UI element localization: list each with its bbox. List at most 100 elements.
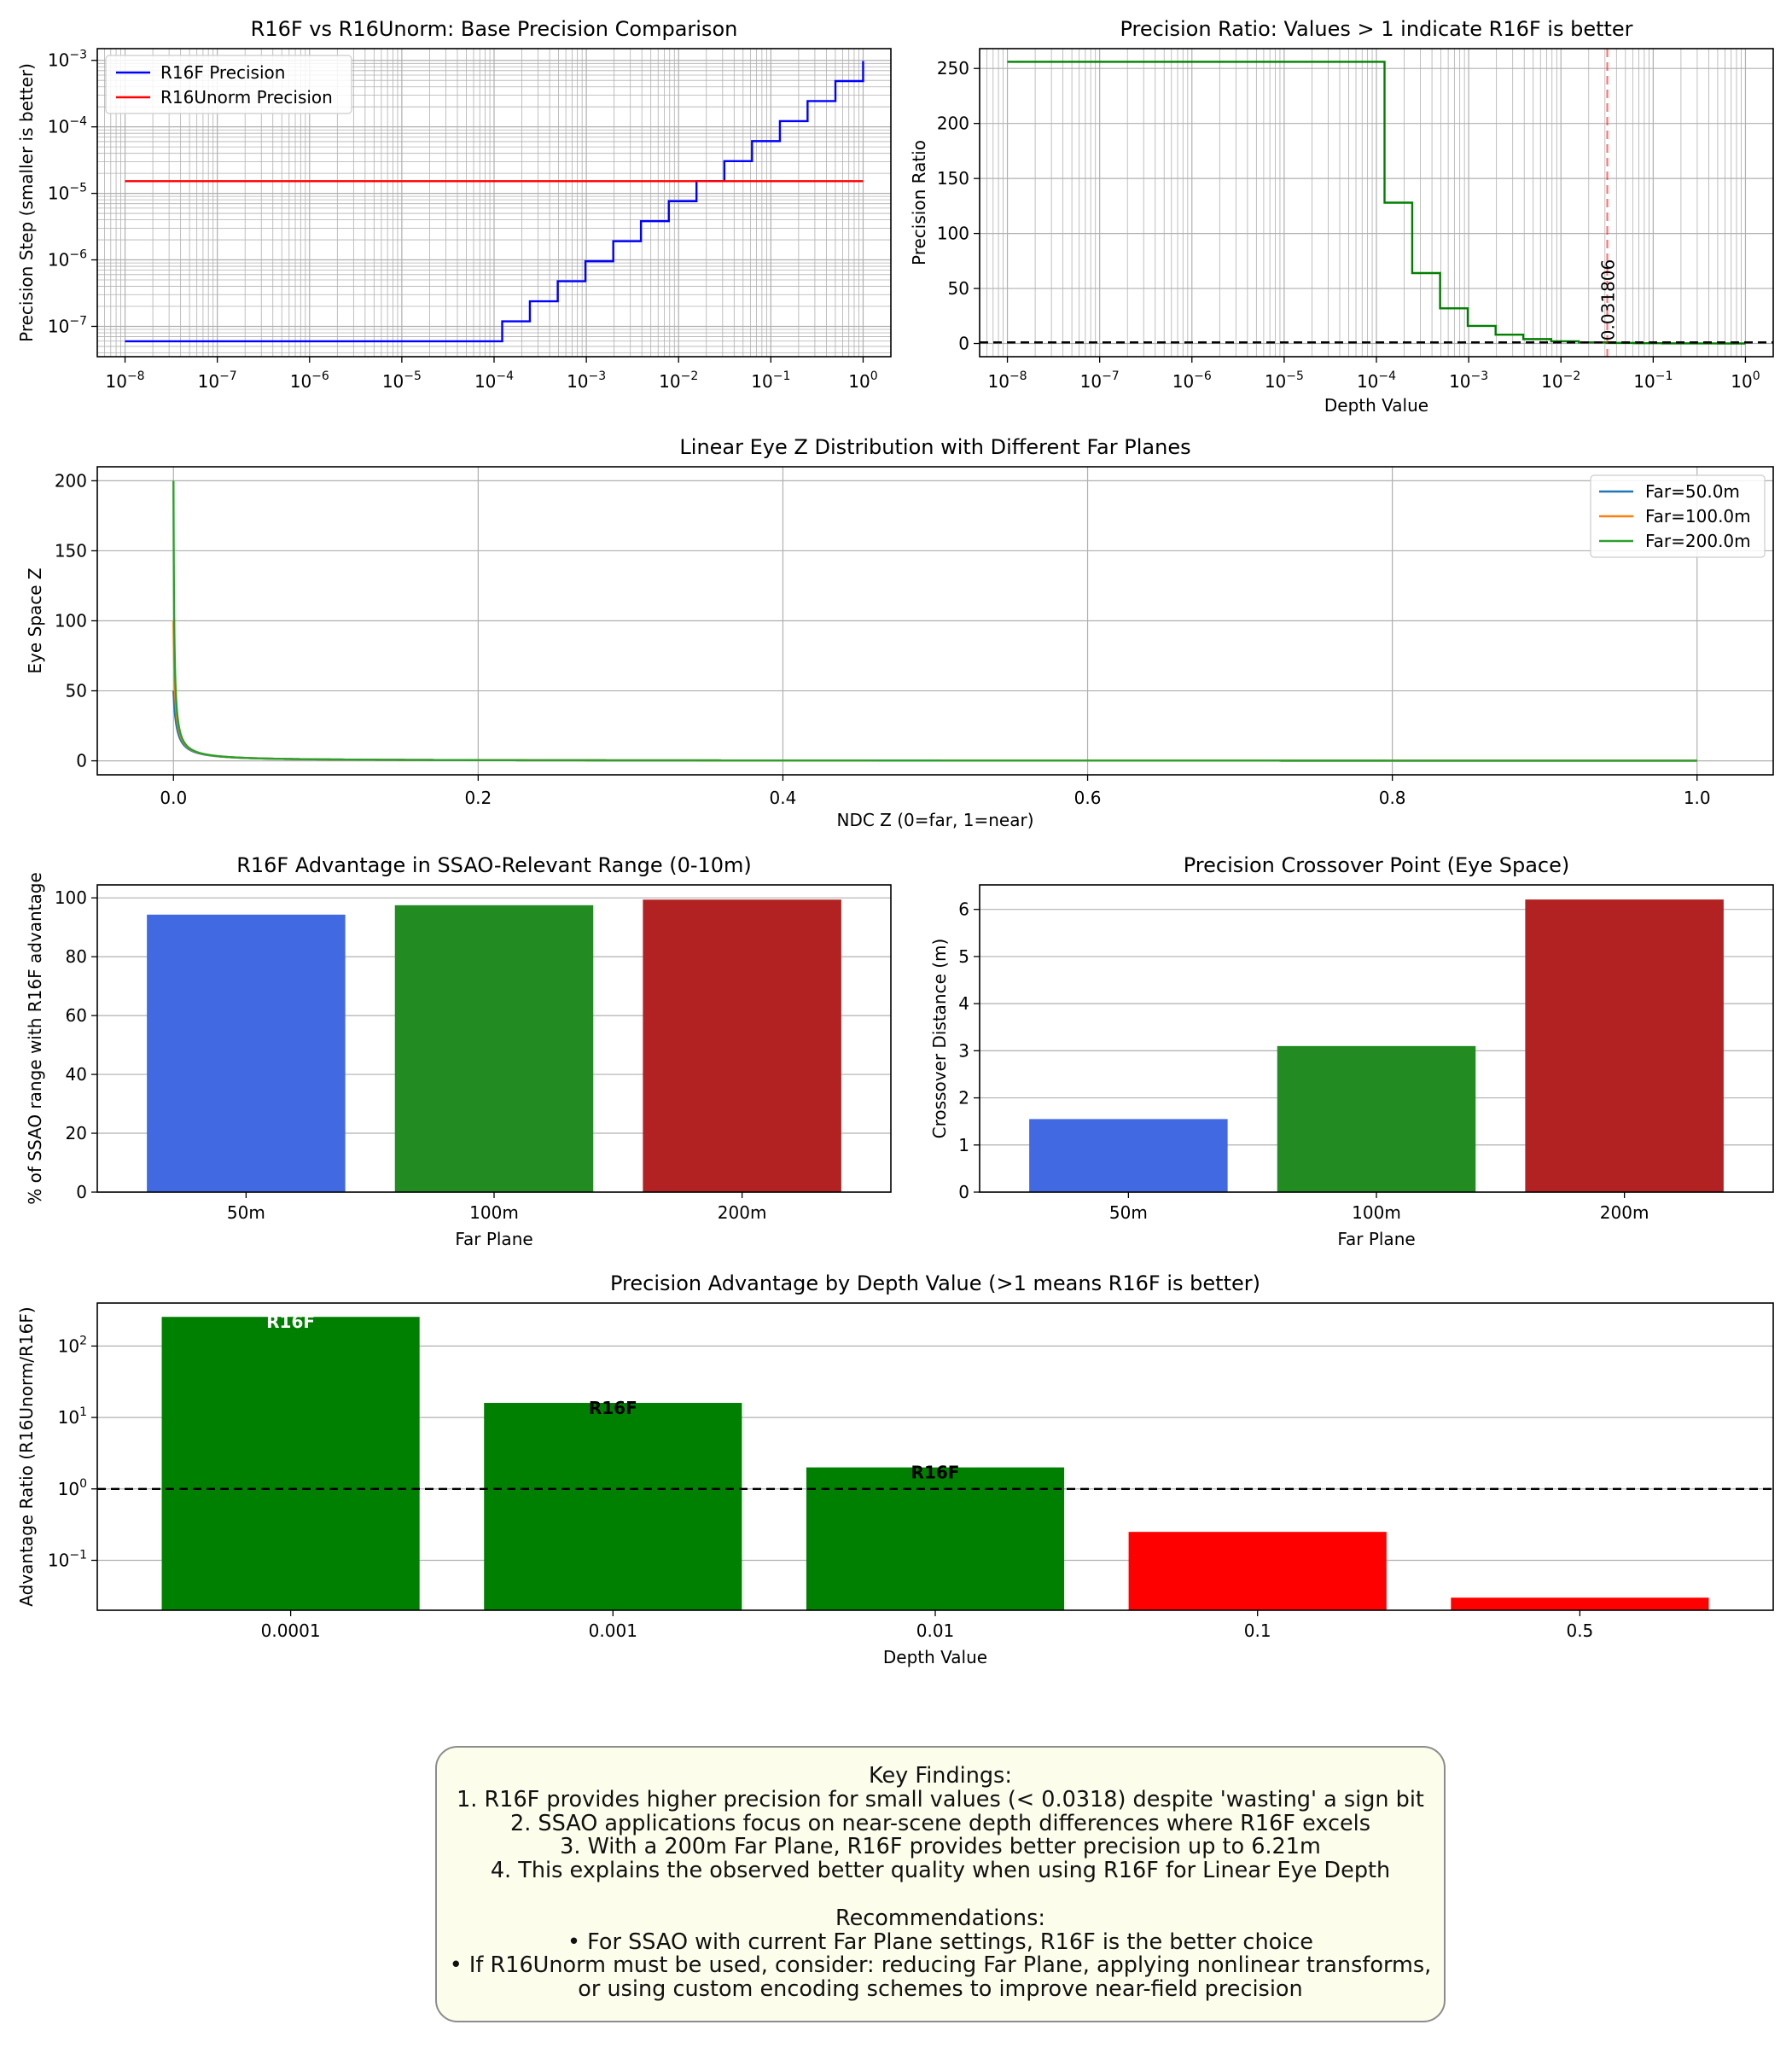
c1-y-axis-label: Precision Step (smaller is better)	[16, 63, 37, 342]
c1-x-tick-label: 10−2	[659, 369, 698, 392]
c5-x-tick-label: 200m	[1600, 1202, 1649, 1223]
c3-x-tick-label: 1.0	[1684, 788, 1711, 808]
c2-x-tick-label: 10−7	[1080, 369, 1120, 392]
c6-y-tick-label: 10−1	[48, 1548, 87, 1570]
c2-y-tick-label: 250	[937, 58, 969, 79]
c1-legend-label: R16F Precision	[160, 62, 285, 83]
c5-bar	[1277, 1045, 1476, 1192]
c1-y-tick-label: 10−6	[48, 248, 87, 271]
c2-y-tick-label: 0	[958, 334, 969, 354]
c6-bar	[1451, 1597, 1709, 1610]
c3-x-tick-label: 0.0	[160, 788, 187, 808]
findings-line: 2. SSAO applications focus on near-scene…	[509, 1810, 1371, 1836]
c3-y-tick-label: 200	[55, 470, 87, 491]
c3-x-tick-label: 0.2	[464, 788, 492, 808]
c2-x-tick-label: 10−4	[1357, 369, 1396, 392]
c4-y-tick-label: 40	[66, 1064, 87, 1085]
c2-y-tick-label: 50	[948, 278, 969, 299]
findings-line: 3. With a 200m Far Plane, R16F provides …	[560, 1834, 1321, 1860]
c1-series-r16f-line	[125, 61, 864, 343]
c2-x-tick-label: 100	[1731, 369, 1760, 392]
c4-bar	[147, 914, 346, 1192]
c2-x-axis-label: Depth Value	[1324, 395, 1428, 416]
c4-y-tick-label: 0	[76, 1182, 87, 1202]
c3-legend-label: Far=200.0m	[1645, 531, 1751, 551]
c1-y-tick-label: 10−5	[48, 182, 87, 204]
c6-y-tick-label: 100	[58, 1477, 87, 1499]
c6-x-tick-label: 0.001	[589, 1620, 637, 1641]
c2-x-tick-label: 10−6	[1172, 369, 1212, 392]
c5-title: Precision Crossover Point (Eye Space)	[1184, 853, 1570, 877]
c4-bar	[394, 905, 594, 1192]
c5-y-tick-label: 3	[958, 1040, 969, 1061]
c3-x-tick-label: 0.4	[770, 788, 797, 808]
findings-line: Key Findings:	[869, 1763, 1012, 1789]
c6-x-tick-label: 0.1	[1244, 1620, 1271, 1641]
c6-y-tick-label: 101	[58, 1405, 87, 1428]
c2-x-tick-label: 10−2	[1541, 369, 1580, 392]
c2-x-tick-label: 10−8	[987, 369, 1027, 392]
c3-y-axis-label: Eye Space Z	[25, 567, 45, 673]
c6-bar	[1128, 1532, 1387, 1610]
c5-x-tick-label: 100m	[1352, 1202, 1401, 1223]
c5-x-tick-label: 50m	[1109, 1202, 1148, 1223]
c6-x-axis-label: Depth Value	[883, 1647, 987, 1667]
c6-y-tick-label: 102	[58, 1334, 87, 1356]
c4-x-tick-label: 200m	[718, 1202, 767, 1223]
c3-y-tick-label: 0	[76, 751, 87, 771]
c4-y-tick-label: 60	[66, 1005, 87, 1026]
c6-frame	[96, 1302, 1774, 1611]
c6-bar	[806, 1467, 1065, 1610]
c5-frame	[979, 884, 1774, 1193]
c2-x-tick-label: 10−3	[1449, 369, 1488, 392]
findings-line: 1. R16F provides higher precision for sm…	[457, 1786, 1424, 1812]
c3-x-tick-label: 0.6	[1074, 788, 1102, 808]
c3-y-tick-label: 100	[55, 611, 87, 631]
c6-bar	[161, 1317, 420, 1610]
c4-y-tick-label: 100	[55, 887, 87, 908]
findings-line: Recommendations:	[835, 1905, 1045, 1931]
c4-frame	[96, 884, 892, 1193]
c5-y-tick-label: 1	[958, 1135, 969, 1155]
findings-spacer	[437, 1883, 1444, 1907]
c1-y-tick-label: 10−7	[48, 314, 87, 336]
findings-line: • If R16Unorm must be used, consider: re…	[449, 1952, 1432, 1979]
c4-y-tick-label: 80	[66, 946, 87, 967]
c2-frame	[979, 48, 1774, 358]
c6-x-tick-label: 0.01	[916, 1620, 955, 1641]
c1-y-tick-label: 10−3	[48, 49, 87, 71]
c6-x-tick-label: 0.0001	[261, 1620, 321, 1641]
c1-title: R16F vs R16Unorm: Base Precision Compari…	[251, 17, 738, 41]
c6-bar-label: R16F	[266, 1312, 315, 1332]
c6-bar-label: R16F	[589, 1398, 637, 1418]
c3-legend-label: Far=50.0m	[1645, 481, 1740, 502]
c1-x-tick-label: 10−8	[105, 369, 144, 392]
c1-x-tick-label: 10−5	[382, 369, 422, 392]
c5-y-tick-label: 2	[958, 1088, 969, 1108]
c3-title: Linear Eye Z Distribution with Different…	[679, 435, 1190, 459]
c1-x-tick-label: 10−1	[751, 369, 790, 392]
c1-legend-label: R16Unorm Precision	[160, 87, 333, 108]
c1-x-tick-label: 10−6	[290, 369, 329, 392]
c1-x-tick-label: 10−3	[567, 369, 606, 392]
c3-legend-box	[1590, 474, 1766, 558]
findings-line: • For SSAO with current Far Plane settin…	[567, 1929, 1313, 1955]
c1-frame	[96, 48, 892, 358]
c1-x-tick-label: 10−4	[474, 369, 514, 392]
c4-x-tick-label: 100m	[469, 1202, 519, 1223]
findings-line: 4. This explains the observed better qua…	[490, 1858, 1391, 1884]
c3-frame	[96, 466, 1774, 776]
c4-x-axis-label: Far Plane	[455, 1229, 532, 1249]
c1-x-tick-label: 100	[848, 369, 877, 392]
c6-title: Precision Advantage by Depth Value (>1 m…	[610, 1271, 1260, 1295]
c4-x-tick-label: 50m	[227, 1202, 265, 1223]
key-findings-box: Key Findings: 1. R16F provides higher pr…	[435, 1746, 1446, 2022]
c2-y-tick-label: 150	[937, 168, 969, 189]
c2-y-tick-label: 100	[937, 224, 969, 244]
c5-bar	[1525, 899, 1724, 1192]
c2-x-tick-label: 10−5	[1265, 369, 1304, 392]
c3-y-tick-label: 150	[55, 540, 87, 561]
findings-line: or using custom encoding schemes to impr…	[578, 1976, 1303, 2003]
c4-y-tick-label: 20	[66, 1123, 87, 1143]
